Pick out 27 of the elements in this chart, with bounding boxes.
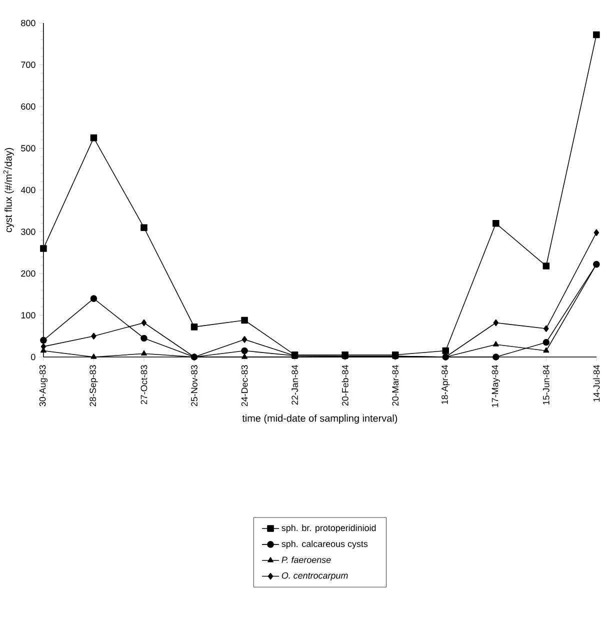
y-axis-title: cyst flux (#/m$^{2}$/day): [3, 148, 14, 232]
x-tick-label: 20-Feb-84: [342, 365, 348, 406]
y-tick-label: 700: [21, 62, 36, 68]
legend-label: sph. br. protoperidinioid: [282, 524, 376, 533]
y-tick-label: 300: [21, 228, 36, 235]
x-tick-label: 17-May-84: [492, 365, 500, 407]
legend-label: P. faeroense: [282, 556, 331, 563]
x-tick-label: 30-Aug-83: [39, 365, 48, 406]
y-tick-label: 500: [21, 145, 36, 152]
x-tick-label: 22-Jan-84: [292, 365, 298, 405]
legend-label: sph. calcareous cysts: [282, 540, 368, 549]
x-tick-label: 25-Nov-83: [191, 365, 198, 406]
x-tick-label: 20-Mar-84: [392, 365, 399, 406]
y-tick-label: 400: [20, 186, 36, 194]
x-tick-label: 27-Oct-83: [140, 365, 148, 404]
y-tick-label: 100: [21, 312, 36, 318]
y-tick-label: 600: [21, 103, 36, 110]
x-tick-label: 14-Jul-84: [593, 365, 600, 402]
legend-label: O. centrocarpum: [282, 572, 348, 580]
x-tick-label: 18-Apr-84: [442, 365, 450, 404]
y-tick-label: 0: [31, 354, 36, 360]
x-tick-label: 15-Jun-84: [542, 365, 550, 404]
x-tick-label: 24-Dec-83: [241, 365, 248, 406]
x-tick-label: 28-Sep-83: [90, 365, 98, 406]
x-axis-title: time (mid-date of sampling interval): [242, 414, 398, 424]
y-tick-label: 200: [21, 270, 36, 277]
y-tick-label: 800: [21, 20, 36, 26]
